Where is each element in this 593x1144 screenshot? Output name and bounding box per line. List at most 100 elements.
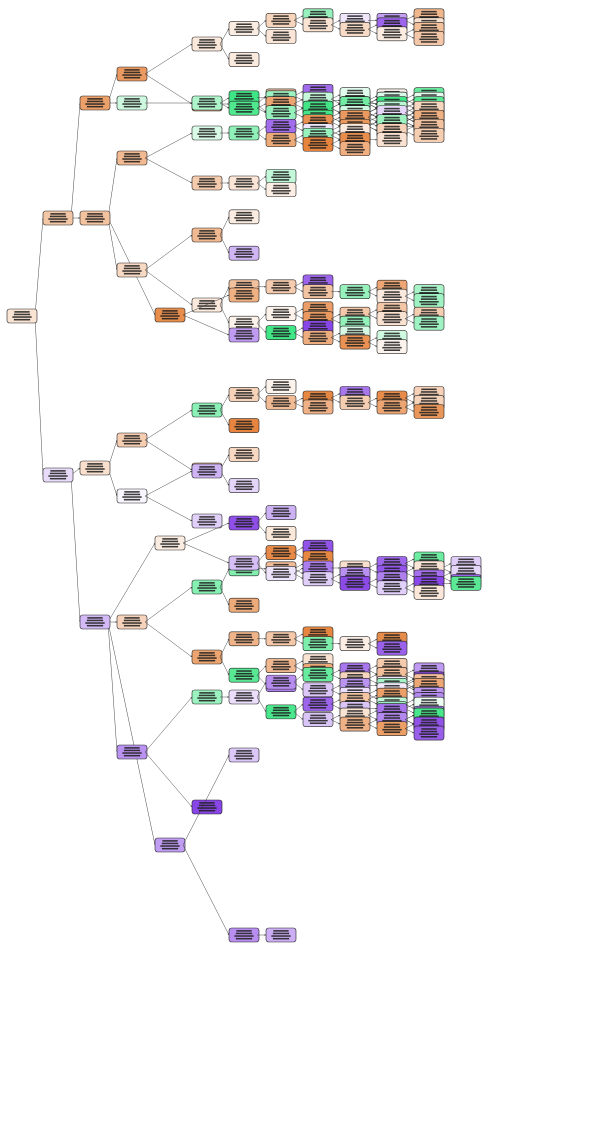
node-text-line	[198, 589, 216, 592]
edge-arrowhead	[301, 91, 303, 93]
node-text-line	[122, 103, 142, 105]
tree-node-box	[191, 513, 223, 529]
node-text-line	[236, 290, 252, 292]
edge-arrowhead	[227, 97, 229, 100]
node-text-line	[310, 116, 326, 119]
node-text-line	[382, 719, 402, 722]
node-text-line	[383, 299, 401, 301]
node-text-line	[273, 98, 289, 101]
edge-arrowhead	[412, 669, 414, 672]
node-text-line	[384, 125, 400, 128]
edge-arrowhead	[412, 704, 414, 706]
tree-edge	[256, 512, 267, 524]
edge-arrowhead	[375, 317, 377, 319]
node-text-line	[123, 619, 141, 622]
node-text-line	[345, 574, 365, 577]
node-text-line	[384, 19, 400, 22]
node-text-line	[419, 704, 439, 706]
node-text-line	[384, 643, 400, 645]
node-text-line	[234, 675, 254, 677]
tree-edge	[404, 669, 415, 675]
tree-edge	[182, 522, 230, 544]
node-text-line	[271, 682, 291, 684]
node-text-line	[382, 648, 402, 651]
tree-node	[228, 597, 260, 613]
edge-arrowhead	[227, 933, 229, 935]
tree-node	[191, 125, 223, 141]
edge-arrowhead	[301, 717, 303, 720]
node-text-line	[124, 265, 140, 267]
tree-edge	[144, 696, 193, 753]
tree-node	[339, 576, 371, 591]
node-text-line	[49, 477, 67, 480]
node-text-line	[347, 107, 363, 110]
node-text-line	[235, 62, 253, 64]
node-text-line	[346, 128, 364, 130]
tree-node	[339, 284, 371, 300]
node-text-line	[309, 132, 327, 135]
node-text-line	[234, 108, 254, 111]
node-text-line	[310, 542, 326, 544]
tree-edge	[367, 287, 378, 292]
tree-edge	[219, 102, 230, 109]
node-text-line	[162, 310, 178, 312]
edge-arrowhead	[190, 587, 192, 589]
node-text-line	[86, 220, 104, 223]
node-text-line	[273, 107, 289, 110]
node-text-line	[382, 34, 402, 36]
node-text-line	[124, 617, 140, 619]
node-text-line	[346, 146, 364, 148]
node-text-line	[236, 128, 252, 130]
edge-arrowhead	[412, 115, 414, 118]
node-text-line	[198, 130, 216, 133]
tree-node	[376, 132, 408, 148]
node-text-line	[235, 457, 253, 459]
node-text-line	[309, 404, 327, 407]
node-text-line	[419, 685, 439, 688]
tree-node	[116, 150, 148, 166]
node-text-line	[272, 714, 290, 717]
node-text-line	[234, 28, 254, 31]
tree-node	[228, 21, 260, 36]
node-text-line	[161, 540, 179, 543]
node-text-line	[197, 657, 217, 659]
edge-arrowhead	[190, 471, 192, 473]
node-text-line	[345, 644, 365, 646]
edge-arrowhead	[190, 235, 192, 237]
node-text-line	[382, 25, 402, 27]
edge-arrowhead	[412, 685, 414, 687]
node-text-line	[309, 658, 327, 661]
tree-edge	[144, 621, 193, 658]
node-text-line	[160, 845, 180, 847]
node-text-line	[235, 641, 253, 644]
node-text-line	[346, 101, 364, 103]
edge-arrowhead	[301, 317, 303, 319]
node-text-line	[308, 282, 328, 284]
tree-edge	[107, 542, 156, 623]
edge-arrowhead	[412, 314, 414, 316]
edge-arrowhead	[190, 805, 192, 807]
node-text-line	[235, 256, 253, 258]
tree-node-box	[228, 747, 260, 763]
edge-arrowhead	[264, 286, 266, 288]
node-text-line	[345, 402, 365, 405]
node-text-line	[310, 553, 326, 555]
node-text-line	[347, 673, 363, 676]
node-text-line	[236, 930, 252, 932]
node-text-line	[273, 327, 289, 330]
node-text-line	[197, 133, 217, 135]
node-text-line	[419, 670, 439, 672]
tree-node	[265, 279, 297, 295]
node-text-line	[161, 842, 179, 845]
tree-edge	[293, 711, 304, 720]
edge-arrowhead	[375, 710, 377, 713]
node-text-line	[123, 624, 141, 627]
node-text-line	[272, 641, 290, 644]
node-text-line	[384, 690, 400, 692]
edge-arrowhead	[412, 393, 414, 395]
node-text-line	[347, 286, 363, 289]
edge-arrowhead	[412, 402, 414, 404]
tree-node	[413, 293, 445, 309]
node-text-line	[382, 588, 402, 590]
